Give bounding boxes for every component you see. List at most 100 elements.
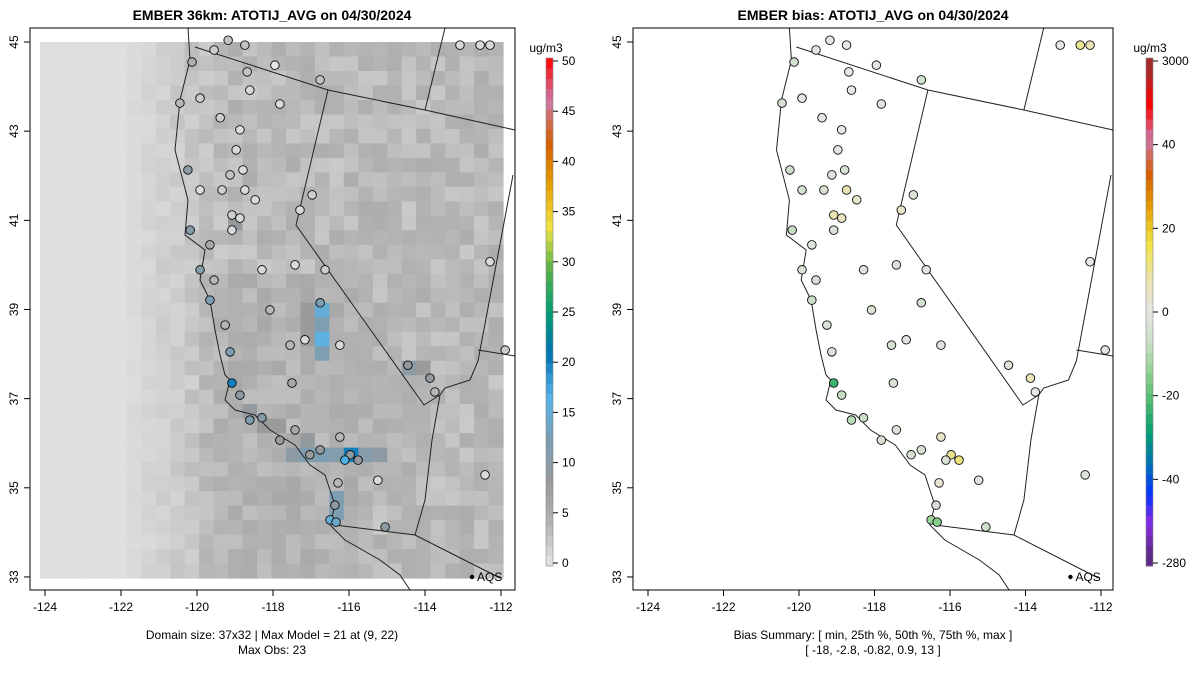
model-grid-cell xyxy=(372,346,388,362)
station-marker xyxy=(340,455,350,465)
model-grid-cell xyxy=(358,505,374,521)
colorbar-segment xyxy=(1146,108,1153,120)
model-grid-cell xyxy=(285,476,302,492)
model-grid-cell xyxy=(184,172,200,188)
model-grid-cell xyxy=(430,42,446,58)
model-grid-cell xyxy=(459,462,475,478)
model-grid-cell xyxy=(387,360,403,376)
model-grid-cell xyxy=(97,56,113,72)
model-grid-cell xyxy=(372,418,388,434)
model-grid-cell xyxy=(372,70,388,87)
model-grid-cell xyxy=(488,201,504,217)
colorbar-segment xyxy=(546,423,553,435)
colorbar-tick-label: -280 xyxy=(1162,556,1186,570)
model-grid-cell xyxy=(372,375,388,391)
model-grid-cell xyxy=(416,143,432,159)
model-grid-cell xyxy=(83,346,99,362)
model-grid-cell xyxy=(199,42,215,58)
colorbar-segment xyxy=(546,98,553,110)
model-grid-cell xyxy=(430,302,446,318)
model-grid-cell xyxy=(54,99,70,116)
model-grid-cell xyxy=(184,534,200,550)
model-grid-cell xyxy=(285,549,302,565)
model-grid-cell xyxy=(329,143,345,159)
colorbar-segment xyxy=(1146,413,1153,425)
model-grid-cell xyxy=(126,360,142,376)
model-grid-cell xyxy=(97,534,113,550)
model-grid-cell xyxy=(329,85,345,101)
model-grid-cell xyxy=(271,549,287,565)
model-grid-cell xyxy=(257,505,273,521)
model-grid-cell xyxy=(430,331,446,347)
model-grid-cell xyxy=(459,230,475,246)
model-grid-cell xyxy=(459,259,475,275)
model-grid-cell xyxy=(430,549,446,565)
model-grid-cell xyxy=(488,389,504,405)
model-grid-cell xyxy=(83,534,99,550)
model-grid-cell xyxy=(300,491,316,507)
model-grid-cell xyxy=(358,244,374,260)
model-grid-cell xyxy=(358,230,374,246)
model-grid-cell xyxy=(314,433,330,449)
model-grid-cell xyxy=(271,70,287,87)
colorbar-segment xyxy=(1146,555,1153,567)
model-grid-cell xyxy=(271,302,287,318)
x-tick-label: -120 xyxy=(787,600,811,614)
model-grid-cell xyxy=(199,476,215,492)
colorbar-tick-label: 0 xyxy=(1162,305,1169,319)
station-marker xyxy=(1085,257,1095,267)
model-grid-cell xyxy=(387,520,403,536)
right-panel-title: EMBER bias: ATOTIJ_AVG on 04/30/2024 xyxy=(737,7,1008,23)
model-grid-cell xyxy=(300,288,316,304)
model-grid-cell xyxy=(97,215,113,231)
model-grid-cell xyxy=(242,549,258,565)
model-grid-cell xyxy=(112,404,128,420)
model-grid-cell xyxy=(343,114,359,130)
model-grid-cell xyxy=(329,157,345,173)
model-grid-cell xyxy=(54,157,70,173)
model-grid-cell xyxy=(257,85,273,101)
station-marker xyxy=(290,425,300,435)
model-grid-cell xyxy=(40,534,56,550)
model-grid-cell xyxy=(401,331,417,347)
model-grid-cell xyxy=(170,520,186,536)
colorbar-tick-label: 15 xyxy=(562,405,576,419)
model-grid-cell xyxy=(271,491,287,507)
model-grid-cell xyxy=(343,157,359,173)
model-grid-cell xyxy=(488,186,504,202)
model-grid-cell xyxy=(257,520,273,536)
model-grid-cell xyxy=(184,505,200,521)
model-grid-cell xyxy=(155,389,171,405)
model-grid-cell xyxy=(430,433,446,449)
model-grid-cell xyxy=(372,143,388,159)
model-grid-cell xyxy=(170,360,186,376)
station-marker xyxy=(896,205,907,215)
model-grid-cell xyxy=(445,346,461,362)
model-grid-cell xyxy=(343,244,359,260)
model-grid-cell xyxy=(242,360,258,376)
model-grid-cell xyxy=(155,128,171,145)
model-grid-cell xyxy=(242,215,258,231)
model-grid-cell xyxy=(474,70,490,87)
model-grid-cell xyxy=(213,143,229,159)
colorbar-segment xyxy=(1146,301,1153,313)
model-grid-cell xyxy=(170,273,186,289)
station-marker xyxy=(789,57,799,67)
state-border xyxy=(295,89,441,406)
station-marker xyxy=(797,93,807,103)
station-marker xyxy=(290,260,300,270)
model-grid-cell xyxy=(474,549,490,565)
model-grid-cell xyxy=(126,273,142,289)
model-grid-cell xyxy=(445,433,461,449)
model-grid-cell xyxy=(285,505,302,521)
model-grid-cell xyxy=(126,476,142,492)
model-grid-cell xyxy=(343,317,359,333)
model-grid-cell xyxy=(184,346,200,362)
model-grid-cell xyxy=(126,534,142,550)
model-grid-cell xyxy=(242,375,258,391)
model-grid-cell xyxy=(257,288,273,304)
y-tick-label: 43 xyxy=(610,124,624,138)
station-marker xyxy=(844,67,854,77)
model-grid-cell xyxy=(54,375,70,391)
model-grid-cell xyxy=(257,462,273,478)
